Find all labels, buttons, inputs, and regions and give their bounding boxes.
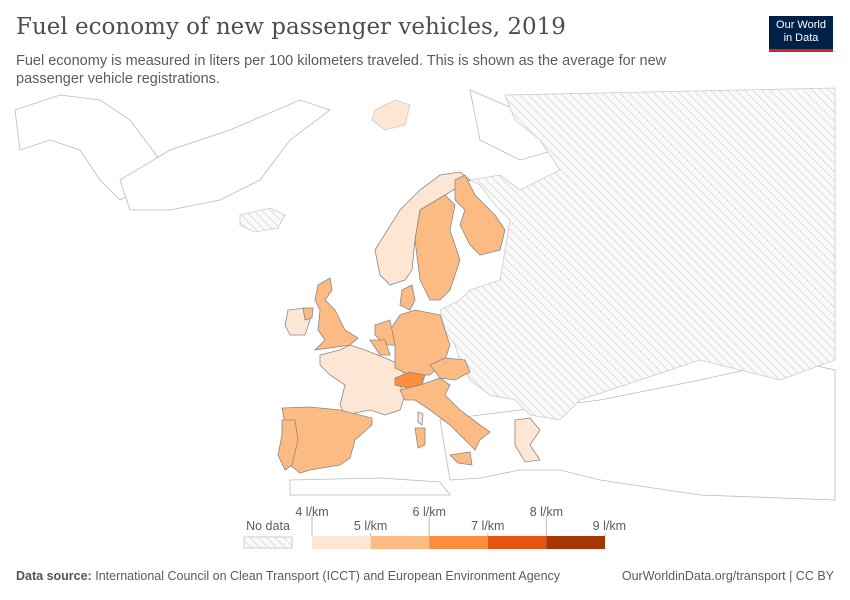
url-link[interactable]: OurWorldinData.org/transport | CC BY [621,569,834,583]
legend-no-data-swatch [243,536,293,549]
legend-tick-label: 7 l/km [471,519,504,533]
footer: Data source: International Council on Cl… [16,569,834,583]
owid-logo[interactable]: Our World in Data [769,16,833,52]
legend-no-data-label: No data [246,519,290,533]
country-france[interactable] [319,344,406,416]
legend-bin-3[interactable] [487,536,547,549]
no-data-regions [239,87,836,421]
country-italy-sardinia[interactable] [414,427,426,449]
logo-line2: in Data [783,32,819,44]
country-united-kingdom[interactable] [313,277,359,351]
legend-bin-1[interactable] [370,536,430,549]
legend-bin-4[interactable] [546,536,605,549]
countries [277,171,541,474]
country-sweden[interactable] [414,194,461,301]
legend-bin-0[interactable] [312,536,371,549]
country-northern-ireland[interactable] [302,307,314,321]
chart-title: Fuel economy of new passenger vehicles, … [16,14,566,40]
country-portugal[interactable] [277,419,299,471]
source-text: International Council on Clean Transport… [95,569,561,583]
country-italy-sicily[interactable] [449,451,473,466]
legend-tick-label: 4 l/km [295,505,328,519]
country-finland[interactable] [454,174,506,256]
country-netherlands[interactable] [374,319,396,346]
country-greece[interactable] [514,417,541,463]
country-italy[interactable] [399,377,491,451]
legend-tick-label: 9 l/km [593,519,626,533]
legend: No data 4 l/km 5 l/km 6 l/km 7 l/km 8 l/km 9 … [243,505,626,549]
source-label: Data source: [16,569,92,583]
country-belgium[interactable] [369,339,391,356]
logo-line1: Our World [776,19,826,31]
chart-subtitle: Fuel economy is measured in liters per 1… [16,53,667,87]
country-france-corsica[interactable] [417,411,424,426]
legend-bin-2[interactable] [429,536,488,549]
legend-tick-label: 6 l/km [413,505,446,519]
background-land [14,89,836,501]
legend-tick-label: 8 l/km [530,505,563,519]
country-denmark[interactable] [399,284,416,311]
legend-tick-label: 5 l/km [354,519,387,533]
